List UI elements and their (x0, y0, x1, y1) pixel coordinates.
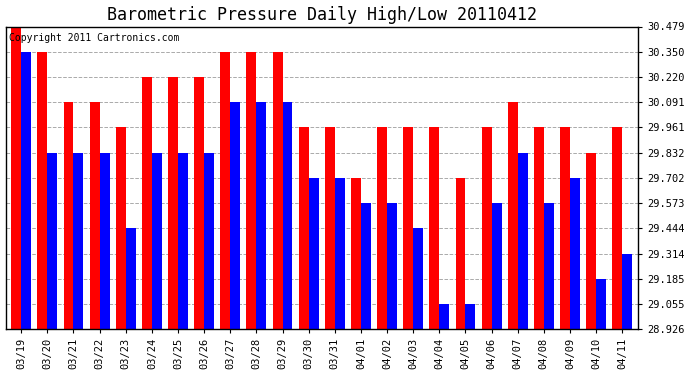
Bar (246, 52, 257, 329)
Bar (387, 203, 397, 329)
Bar (194, 77, 204, 329)
Bar (63, 102, 74, 329)
Bar (37, 52, 48, 329)
Bar (544, 203, 554, 329)
Bar (518, 153, 528, 329)
Bar (90, 102, 99, 329)
Bar (440, 304, 449, 329)
Bar (126, 228, 136, 329)
Bar (116, 128, 126, 329)
Bar (508, 102, 518, 329)
Bar (11, 27, 21, 329)
Bar (622, 254, 632, 329)
Bar (142, 77, 152, 329)
Bar (413, 228, 423, 329)
Bar (429, 128, 440, 329)
Bar (570, 178, 580, 329)
Bar (455, 178, 466, 329)
Bar (230, 102, 240, 329)
Bar (466, 304, 475, 329)
Bar (178, 153, 188, 329)
Bar (351, 178, 361, 329)
Bar (308, 178, 319, 329)
Bar (99, 153, 110, 329)
Bar (612, 128, 622, 329)
Title: Barometric Pressure Daily High/Low 20110412: Barometric Pressure Daily High/Low 20110… (107, 6, 537, 24)
Text: Copyright 2011 Cartronics.com: Copyright 2011 Cartronics.com (9, 33, 179, 42)
Bar (596, 279, 606, 329)
Bar (325, 128, 335, 329)
Bar (403, 128, 413, 329)
Bar (560, 128, 570, 329)
Bar (299, 128, 308, 329)
Bar (335, 178, 345, 329)
Bar (273, 52, 282, 329)
Bar (377, 128, 387, 329)
Bar (152, 153, 162, 329)
Bar (282, 102, 293, 329)
Bar (168, 77, 178, 329)
Bar (220, 52, 230, 329)
Bar (361, 203, 371, 329)
Bar (48, 153, 57, 329)
Bar (534, 128, 544, 329)
Bar (586, 153, 596, 329)
Bar (491, 203, 502, 329)
Bar (257, 102, 266, 329)
Bar (21, 52, 31, 329)
Bar (204, 153, 214, 329)
Bar (74, 153, 83, 329)
Bar (482, 128, 491, 329)
